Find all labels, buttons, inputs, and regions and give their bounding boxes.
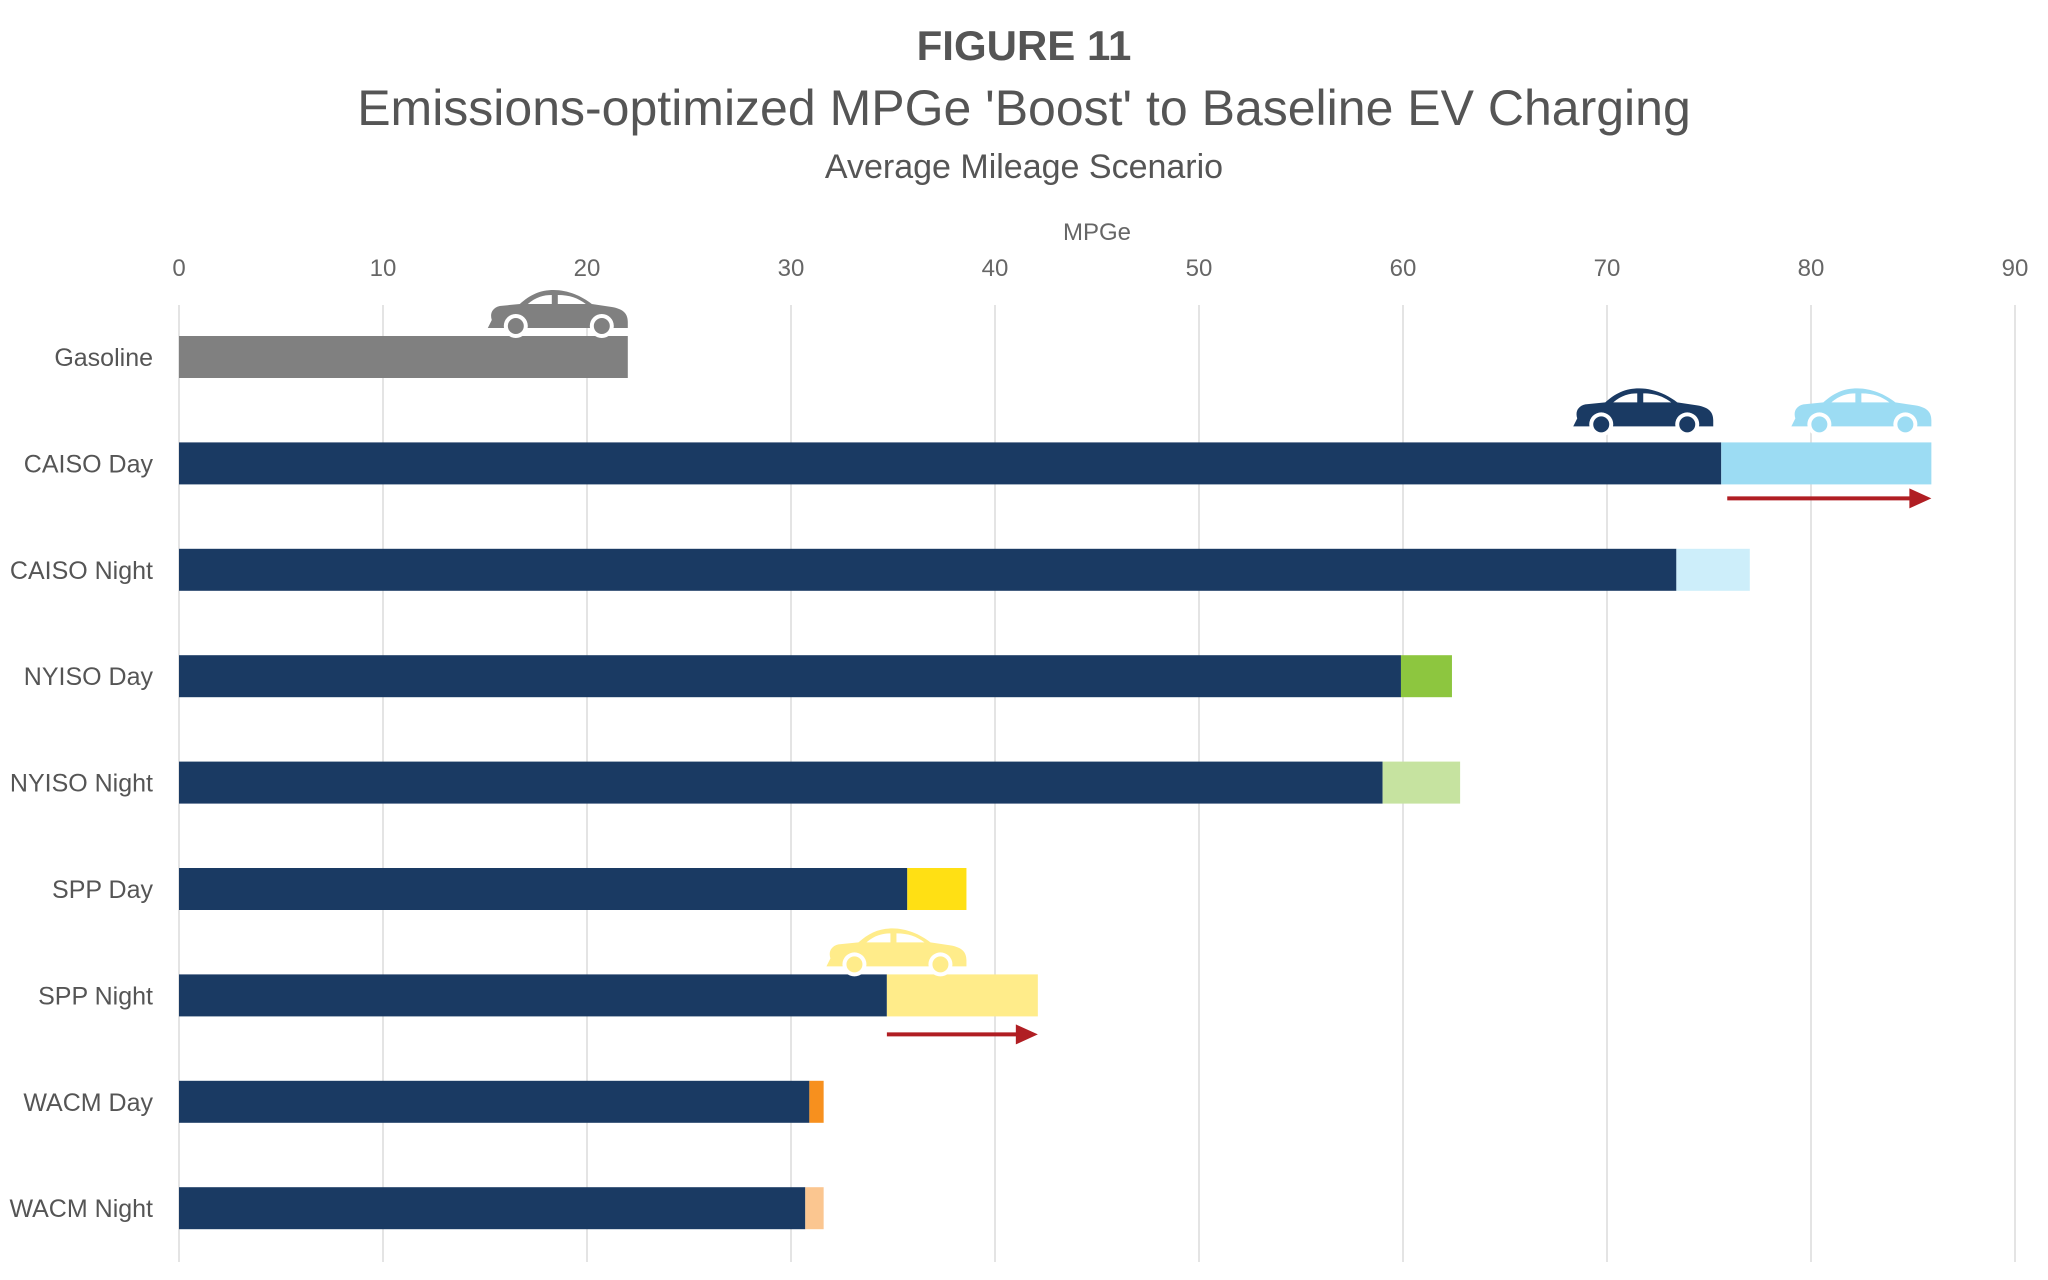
car-wheel-hub (507, 318, 524, 334)
x-tick-label: 20 (574, 255, 601, 282)
category-label: NYISO Day (24, 663, 154, 691)
arrow-head (1909, 488, 1932, 509)
category-label: WACM Night (9, 1195, 153, 1223)
car-icon (826, 928, 967, 977)
bar-boost (1676, 548, 1750, 591)
x-axis-label: MPGe (1063, 219, 1131, 246)
x-tick-label: 90 (2002, 255, 2029, 282)
x-tick-label: 30 (778, 255, 805, 282)
category-label: Gasoline (54, 344, 153, 372)
x-tick-label: 50 (1186, 255, 1213, 282)
x-tick-label: 80 (1798, 255, 1825, 282)
car-window (1613, 393, 1672, 403)
bar-boost (886, 974, 1038, 1017)
bar-boost (809, 1080, 824, 1123)
car-wheel-hub (1811, 416, 1828, 433)
car-wheel-hub (932, 956, 949, 973)
bar-boost (1382, 761, 1461, 804)
arrow-head (1015, 1024, 1038, 1045)
bar-baseline (179, 868, 908, 910)
car-window (1831, 393, 1890, 403)
category-label: SPP Night (38, 982, 153, 1010)
chart-subtitle: Average Mileage Scenario (825, 148, 1223, 186)
car-window (866, 933, 925, 943)
x-tick-label: 10 (370, 255, 397, 282)
x-tick-label: 70 (1594, 255, 1621, 282)
x-tick-label: 40 (982, 255, 1009, 282)
bar-baseline (179, 761, 1383, 804)
x-tick-label: 0 (172, 255, 185, 282)
bar-baseline (179, 442, 1722, 485)
x-tick-label: 60 (1390, 255, 1417, 282)
figure-label: FIGURE 11 (917, 22, 1132, 69)
bar-baseline (179, 974, 887, 1017)
chart-title: Emissions-optimized MPGe 'Boost' to Base… (357, 80, 1691, 136)
bar-boost (1400, 655, 1452, 698)
category-label: WACM Day (23, 1089, 153, 1117)
car-wheel-hub (846, 956, 863, 973)
bar-baseline (179, 336, 628, 378)
bar-boost (1721, 442, 1932, 485)
car-window (527, 295, 586, 304)
bar-baseline (179, 548, 1677, 591)
category-label: NYISO Night (10, 770, 153, 798)
category-label: SPP Day (52, 876, 153, 904)
car-icon (1573, 388, 1714, 437)
car-icon (487, 290, 628, 338)
car-wheel-hub (593, 318, 610, 334)
bar-baseline (179, 655, 1401, 698)
car-wheel-hub (1593, 416, 1610, 433)
bar-boost (805, 1187, 824, 1230)
bar-boost (907, 868, 967, 910)
category-label: CAISO Day (24, 450, 154, 478)
bar-baseline (179, 1187, 806, 1230)
car-icon (1791, 388, 1932, 437)
category-label: CAISO Night (10, 557, 153, 585)
car-wheel-hub (1679, 416, 1696, 433)
car-wheel-hub (1897, 416, 1914, 433)
bar-baseline (179, 1080, 810, 1123)
